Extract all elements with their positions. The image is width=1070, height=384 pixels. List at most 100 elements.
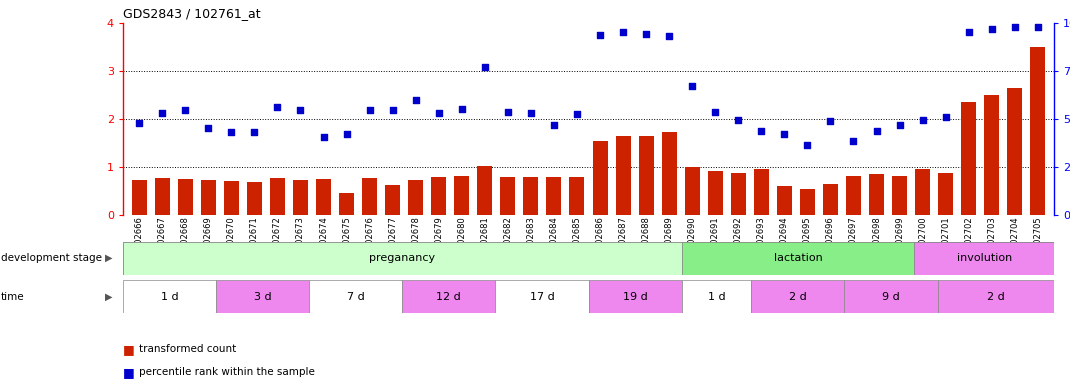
Point — [131, 120, 148, 126]
Bar — [800, 189, 815, 215]
Bar — [123, 242, 682, 275]
Bar — [569, 177, 584, 215]
Point — [660, 33, 677, 40]
Bar — [201, 180, 216, 215]
Point — [706, 109, 723, 115]
Text: ▶: ▶ — [105, 291, 112, 302]
Bar — [915, 169, 930, 215]
Bar — [247, 182, 262, 215]
Bar — [731, 173, 746, 215]
Point — [684, 83, 701, 89]
Point — [500, 109, 517, 115]
Bar — [751, 280, 844, 313]
Bar — [823, 184, 838, 215]
Text: transformed count: transformed count — [139, 344, 236, 354]
Point — [430, 110, 447, 116]
Bar — [938, 173, 953, 215]
Point — [983, 26, 1000, 32]
Text: development stage: development stage — [1, 253, 102, 263]
Bar — [455, 176, 470, 215]
Bar — [431, 177, 446, 215]
Text: 3 d: 3 d — [254, 291, 272, 302]
Point — [614, 29, 631, 35]
Point — [845, 137, 862, 144]
Bar — [523, 177, 538, 215]
Text: 1 d: 1 d — [707, 291, 725, 302]
Text: percentile rank within the sample: percentile rank within the sample — [139, 367, 315, 377]
Text: ■: ■ — [123, 343, 135, 356]
Bar — [123, 280, 216, 313]
Text: 2 d: 2 d — [987, 291, 1005, 302]
Text: 7 d: 7 d — [347, 291, 365, 302]
Bar — [547, 177, 562, 215]
Point — [223, 129, 240, 136]
Bar — [155, 177, 170, 215]
Bar — [309, 280, 402, 313]
Bar — [477, 166, 492, 215]
Point — [177, 107, 194, 114]
Bar — [224, 182, 239, 215]
Bar — [961, 102, 976, 215]
Point — [753, 128, 770, 134]
Text: 17 d: 17 d — [530, 291, 554, 302]
Bar — [661, 132, 676, 215]
Text: preganancy: preganancy — [369, 253, 435, 263]
Bar — [339, 194, 354, 215]
Bar — [937, 280, 1054, 313]
Point — [246, 129, 263, 136]
Point — [454, 106, 471, 113]
Text: 12 d: 12 d — [437, 291, 461, 302]
Bar — [615, 136, 630, 215]
Bar — [385, 185, 400, 215]
Point — [338, 131, 355, 137]
Bar — [495, 280, 588, 313]
Point — [730, 117, 747, 123]
Bar — [362, 177, 377, 215]
Bar — [293, 180, 308, 215]
Bar — [844, 280, 937, 313]
Point — [361, 107, 378, 114]
Bar — [1030, 47, 1045, 215]
Bar — [984, 95, 999, 215]
Point — [822, 118, 839, 124]
Point — [638, 31, 655, 37]
Point — [384, 107, 401, 114]
Bar — [408, 180, 423, 215]
Bar — [588, 280, 682, 313]
Point — [891, 122, 908, 128]
Point — [315, 134, 332, 141]
Bar — [914, 242, 1054, 275]
Bar — [639, 136, 654, 215]
Point — [476, 64, 493, 70]
Bar — [869, 174, 884, 215]
Point — [937, 114, 954, 120]
Bar — [707, 171, 722, 215]
Bar — [132, 180, 147, 215]
Bar — [754, 169, 769, 215]
Text: ▶: ▶ — [105, 253, 112, 263]
Point — [776, 131, 793, 137]
Bar — [216, 280, 309, 313]
Point — [799, 142, 816, 149]
Point — [269, 104, 286, 110]
Point — [1029, 24, 1046, 30]
Point — [407, 97, 424, 103]
Bar — [846, 176, 861, 215]
Text: involution: involution — [957, 253, 1012, 263]
Bar — [593, 141, 608, 215]
Bar — [682, 280, 751, 313]
Bar — [685, 167, 700, 215]
Text: GDS2843 / 102761_at: GDS2843 / 102761_at — [123, 7, 261, 20]
Text: 1 d: 1 d — [160, 291, 179, 302]
Bar — [1007, 88, 1022, 215]
Bar — [777, 186, 792, 215]
Bar — [178, 179, 193, 215]
Text: 19 d: 19 d — [623, 291, 647, 302]
Bar — [316, 179, 331, 215]
Text: 9 d: 9 d — [882, 291, 900, 302]
Bar — [402, 280, 495, 313]
Bar — [501, 177, 516, 215]
Point — [546, 122, 563, 128]
Text: 2 d: 2 d — [789, 291, 807, 302]
Point — [592, 32, 609, 38]
